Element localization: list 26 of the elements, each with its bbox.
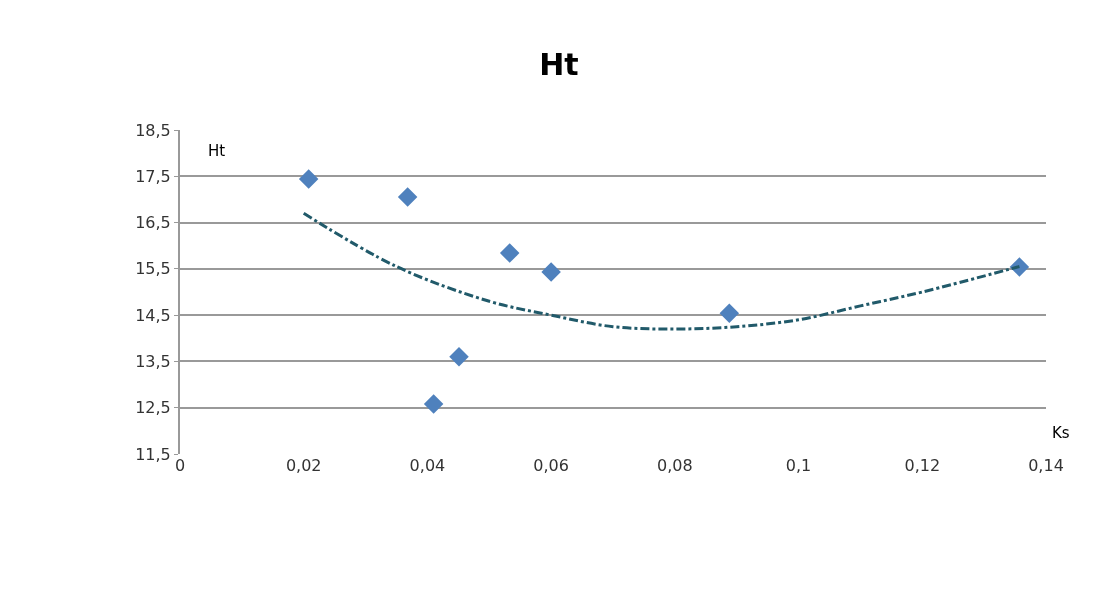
y-tick-label: 16,5 — [135, 213, 171, 233]
y-tick-label: 13,5 — [135, 352, 171, 372]
y-tick-label: 14,5 — [135, 305, 171, 325]
x-axis-title: Ks — [1052, 424, 1070, 442]
chart-title: Ht — [539, 46, 579, 82]
point — [397, 187, 418, 207]
point — [719, 303, 740, 324]
y-tick-label: 12,5 — [135, 398, 171, 418]
y-tick-label: 18,5 — [135, 120, 171, 140]
x-tick-label: 0,04 — [409, 456, 446, 475]
y-tick-label: 17,5 — [135, 166, 171, 186]
point — [298, 169, 319, 189]
y-tick-label: 15,5 — [135, 259, 171, 279]
point — [541, 262, 561, 282]
point — [449, 347, 469, 367]
x-tick-label: 0,08 — [657, 456, 693, 475]
x-tick-label: 0,14 — [1028, 456, 1064, 475]
x-tick-label: 0,02 — [285, 456, 322, 475]
x-tick-label: 0,12 — [904, 456, 941, 475]
y-tick-label: 11,5 — [135, 444, 171, 464]
y-axis-title: Ht — [208, 142, 226, 160]
x-tick-label: 0,06 — [533, 456, 569, 475]
point — [423, 394, 444, 414]
point — [499, 243, 520, 263]
x-tick-label: 0,1 — [785, 456, 812, 475]
x-tick-label: 0 — [174, 456, 186, 475]
